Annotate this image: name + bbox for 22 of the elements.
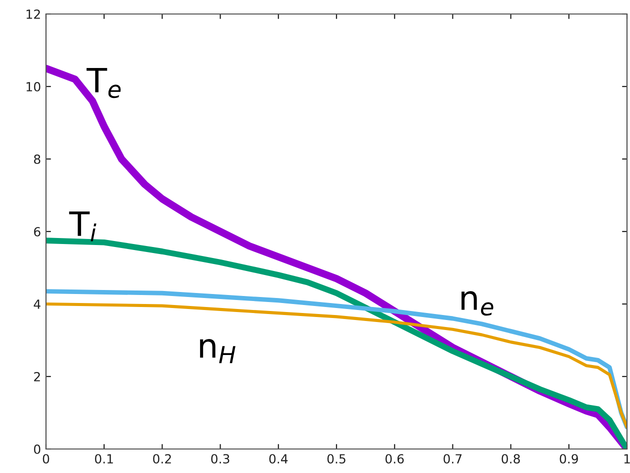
x-tick-label: 0.2 [153, 454, 171, 464]
series-label: T$_{e}$ [86, 68, 121, 98]
x-tick-label: 0.1 [94, 454, 113, 464]
x-tick-label: 0.9 [560, 454, 578, 464]
x-tick-label: 0 [42, 454, 50, 464]
series-label: T$_{i}$ [69, 212, 96, 242]
series-label: n$_{H}$ [200, 338, 236, 364]
x-tick-label: 0.6 [385, 454, 404, 464]
y-tick-label: 12 [26, 9, 40, 19]
series-label: n$_{e}$ [462, 291, 494, 316]
y-tick-label: 0 [34, 444, 40, 454]
y-tick-label: 4 [34, 300, 40, 309]
x-tick-label: 0.3 [211, 454, 230, 464]
x-tick-label: 1 [624, 454, 630, 464]
y-tick-label: 6 [34, 226, 40, 236]
y-tick-label: 8 [34, 154, 40, 164]
y-tick-label: 10 [26, 82, 40, 92]
x-tick-label: 0.8 [502, 454, 520, 464]
x-tick-label: 0.5 [327, 454, 346, 464]
y-tick-label: 2 [34, 372, 40, 382]
x-tick-label: 0.4 [269, 454, 288, 464]
x-tick-label: 0.7 [444, 454, 462, 464]
